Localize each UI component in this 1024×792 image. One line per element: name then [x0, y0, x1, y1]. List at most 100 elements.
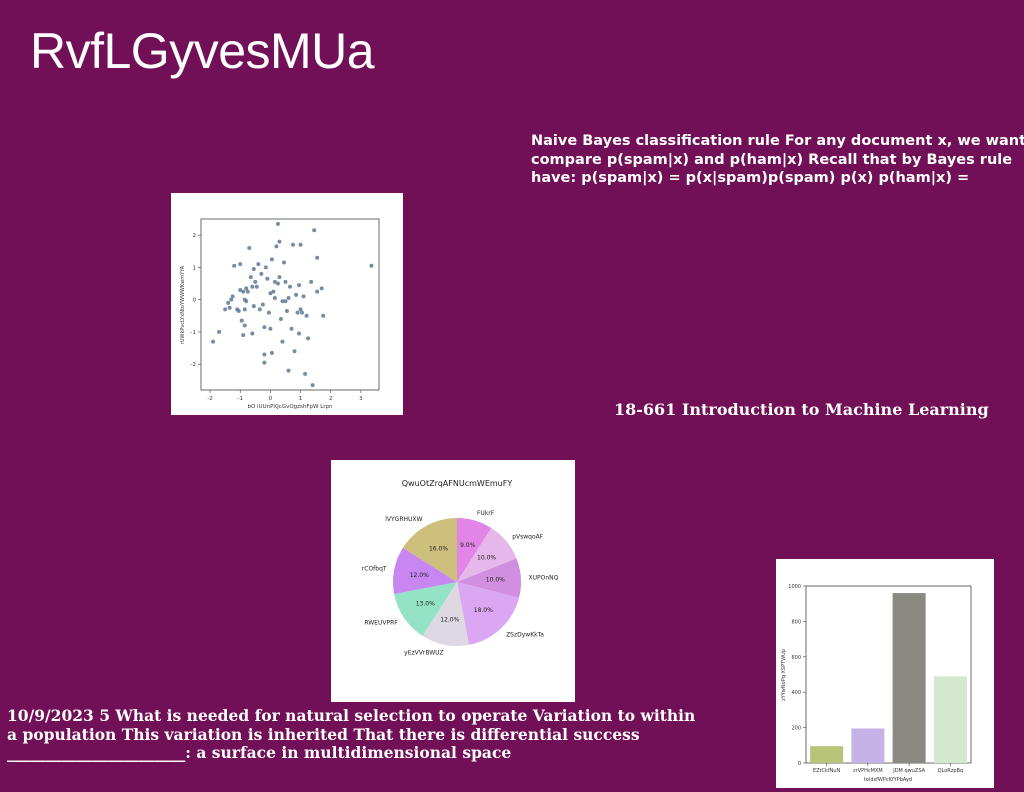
scatter-point: [262, 325, 267, 330]
scatter-point: [369, 263, 374, 268]
pie-percent-label: 13.0%: [416, 601, 435, 608]
scatter-point: [315, 255, 320, 260]
scatter-point: [272, 279, 277, 284]
pie-slice-label: rCOfbqT: [362, 566, 387, 573]
pie-slice: [457, 582, 519, 645]
scatter-point: [277, 275, 282, 280]
bar-category-label: EZtCkfNuN: [813, 768, 841, 774]
bar-y-tick-label: 0: [798, 761, 801, 767]
scatter-point: [247, 246, 252, 251]
slide-title: RvfLGyvesMUa: [30, 23, 375, 79]
scatter-point: [251, 267, 256, 272]
pie-slice-label: ZSzDywKkTa: [506, 631, 544, 638]
scatter-point: [227, 305, 232, 310]
pie-title: QwuOtZrqAFNUcmWEmuFY: [402, 479, 513, 488]
scatter-point: [268, 326, 273, 331]
scatter-point: [232, 263, 237, 268]
scatter-point: [298, 242, 303, 247]
pie-slice: [393, 547, 457, 594]
scatter-point: [284, 308, 289, 313]
scatter-point: [239, 318, 244, 323]
bar-y-tick-label: 400: [791, 690, 801, 696]
bar: [933, 676, 967, 763]
scatter-point: [298, 307, 303, 312]
pie-chart: QwuOtZrqAFNUcmWEmuFY 9.0% FUkrF 10.0% pVswq…: [362, 479, 559, 656]
pie-percent-label: 12.0%: [410, 572, 429, 579]
scatter-plot-frame: [200, 218, 380, 391]
scatter-point: [283, 299, 288, 304]
scatter-point: [265, 276, 270, 281]
scatter-point: [312, 228, 317, 233]
natural-selection-text: 10/9/2023 5 What is needed for natural s…: [7, 706, 696, 762]
naive-bayes-text: Naive Bayes classification rule For any …: [531, 133, 1024, 186]
scatter-point: [257, 307, 262, 312]
scatter-point: [277, 239, 282, 244]
scatter-x-tick-label: -2: [207, 396, 212, 402]
scatter-point: [254, 284, 259, 289]
pie-percent-label: 10.0%: [477, 555, 496, 562]
pie-slice: [422, 582, 469, 646]
scatter-point: [292, 349, 297, 354]
scatter-point: [263, 265, 268, 270]
scatter-point: [242, 323, 247, 328]
scatter-point: [272, 296, 277, 301]
scatter-point: [321, 313, 326, 318]
scatter-point: [226, 300, 231, 305]
scatter-point: [315, 289, 320, 294]
scatter-point: [256, 262, 261, 267]
scatter-point: [286, 368, 291, 373]
scatter-point: [303, 371, 308, 376]
pie-percent-label: 10.0%: [486, 577, 505, 584]
bar-category-label: zrVPHcMXM: [853, 768, 883, 774]
pie-slice: [457, 518, 492, 582]
scatter-point: [236, 308, 241, 313]
bar-y-tick-label: 600: [791, 655, 801, 661]
bar: [851, 728, 885, 763]
scatter-point: [271, 289, 276, 294]
scatter-point: [217, 329, 222, 334]
scatter-point: [251, 304, 256, 309]
scatter-point: [241, 333, 246, 338]
scatter-x-tick-label: 0: [269, 396, 273, 402]
scatter-point: [269, 350, 274, 355]
scatter-point: [268, 291, 273, 296]
bar-plot-frame: [805, 585, 972, 764]
scatter-point: [280, 339, 285, 344]
scatter-point: [238, 262, 243, 267]
scatter-point: [310, 383, 315, 388]
scatter-point: [281, 260, 286, 265]
scatter-point: [253, 279, 258, 284]
scatter-y-tick-label: 2: [193, 233, 197, 239]
scatter-point: [230, 294, 235, 299]
bar-y-tick-label: 800: [791, 619, 801, 625]
scatter-point: [275, 281, 280, 286]
bar-category-label: QLoRzpBq: [938, 768, 964, 774]
scatter-point: [289, 326, 294, 331]
scatter-point: [262, 352, 267, 357]
scatter-point: [241, 289, 246, 294]
scatter-point: [306, 336, 311, 341]
pie-slice-label: yEzVVrBWUZ: [404, 649, 443, 656]
pie-slice-label: RWEUVPRF: [364, 619, 398, 626]
scatter-chart-panel: bO iUUnPXJcGvOgzshFpW Lrpn rUWkPvcLYxNto…: [171, 193, 403, 415]
scatter-point: [262, 360, 267, 365]
pie-percent-label: 18.0%: [474, 607, 493, 614]
bar-y-axis-label: zYYwNoPq XSPTWUp: [781, 649, 787, 701]
scatter-point: [280, 299, 285, 304]
scatter-point: [283, 279, 288, 284]
scatter-point: [295, 310, 300, 315]
scatter-y-tick-label: 0: [193, 298, 197, 304]
scatter-y-tick-label: 1: [193, 265, 197, 271]
pie-slice-label: pVswqoAF: [512, 533, 544, 540]
pie-slice: [402, 518, 457, 582]
pie-slice: [457, 558, 521, 598]
pie-chart-panel: QwuOtZrqAFNUcmWEmuFY 9.0% FUkrF 10.0% pVswq…: [331, 460, 575, 702]
scatter-point: [275, 221, 280, 226]
pie-slice: [457, 527, 517, 582]
scatter-point: [250, 331, 255, 336]
scatter-point: [248, 275, 253, 280]
scatter-point: [278, 317, 283, 322]
pie-slice-label: lVYGRHUXW: [385, 516, 422, 523]
scatter-chart: bO iUUnPXJcGvOgzshFpW Lrpn rUWkPvcLYxNto…: [180, 218, 380, 410]
scatter-point: [319, 286, 324, 291]
